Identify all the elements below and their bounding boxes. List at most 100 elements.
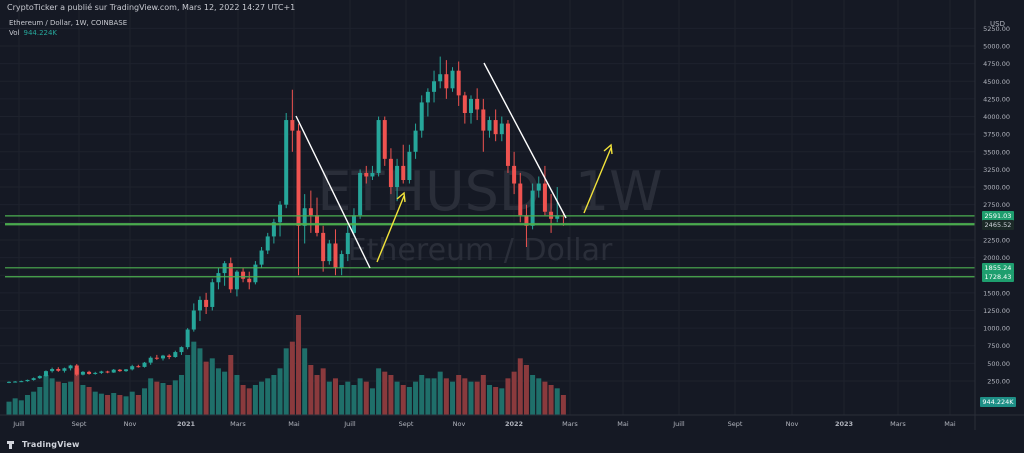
candle-body	[425, 91, 430, 103]
volume-bar	[431, 378, 437, 415]
time-tick-label: Mai	[288, 420, 300, 428]
candle-body	[345, 232, 350, 255]
arrowhead-1	[396, 191, 406, 203]
volume-bar	[166, 385, 172, 415]
candle-body	[542, 183, 547, 212]
volume-bar	[43, 375, 49, 415]
candle-body	[210, 282, 215, 307]
volume-bar	[117, 395, 123, 415]
volume-bar	[345, 381, 351, 415]
candle-body	[234, 271, 239, 290]
level-price-tag: 2465.52	[982, 219, 1014, 230]
arrow-up-1[interactable]	[376, 195, 405, 263]
candle-body	[382, 120, 387, 159]
candle-body	[74, 365, 79, 375]
price-tick-label: 1000.00	[983, 325, 1010, 333]
volume-bar	[222, 371, 228, 415]
candle-body	[308, 208, 313, 216]
candle-body	[302, 208, 307, 226]
time-tick-label: Nov	[124, 420, 137, 428]
candle-body	[505, 123, 510, 166]
volume-bar	[369, 388, 375, 415]
candle-body	[290, 120, 295, 131]
tradingview-logo[interactable]: TradingView	[7, 440, 80, 449]
volume-bar	[178, 375, 184, 415]
volume-bar	[123, 396, 129, 415]
volume-bar	[320, 368, 326, 415]
candle-body	[444, 74, 449, 89]
volume-bar	[61, 383, 67, 415]
volume-legend[interactable]: Vol 944.224K	[9, 29, 57, 37]
trend-line-2[interactable]	[483, 62, 567, 219]
candle-body	[241, 271, 246, 279]
candle-body	[185, 329, 190, 348]
level-price-tag: 1855.24	[982, 262, 1014, 273]
candle-body	[7, 381, 11, 383]
support-levels[interactable]	[5, 215, 975, 278]
arrow-up-2[interactable]	[583, 147, 612, 214]
volume-bar	[560, 395, 566, 415]
volume-bar	[499, 388, 505, 415]
volume-bar	[246, 388, 252, 415]
volume-bar	[413, 381, 419, 415]
volume-bar	[129, 391, 135, 415]
volume-bar	[406, 387, 412, 415]
candle-body	[376, 120, 381, 173]
volume-bar	[388, 375, 394, 415]
volume-bar	[191, 341, 197, 415]
volume-bar	[86, 387, 92, 415]
candle-body	[333, 243, 338, 269]
volume-bar	[394, 381, 400, 415]
volume-bar	[252, 385, 258, 415]
arrowhead-2	[603, 143, 613, 155]
time-tick-label: Mars	[890, 420, 906, 428]
volume-bar	[419, 375, 425, 415]
price-axis[interactable]: 5250.00 5000.00 4750.00 4500.00 4250.00 4000.…	[974, 0, 1010, 430]
time-tick-label: Sept	[72, 420, 87, 428]
volume-bar	[277, 368, 283, 415]
candle-body	[124, 369, 129, 372]
volume-bar	[425, 378, 431, 415]
time-tick-label: Mars	[230, 420, 246, 428]
volume-bar	[462, 378, 468, 415]
volume-bar	[24, 395, 30, 415]
currency-label[interactable]: USD	[990, 20, 1005, 28]
volume-bar	[450, 381, 456, 415]
volume-bar	[148, 378, 154, 415]
volume-bar	[505, 378, 511, 415]
volume-bar	[548, 385, 554, 415]
volume-bar	[302, 348, 308, 415]
time-tick-label: 2021	[177, 420, 196, 428]
candle-body	[321, 232, 326, 262]
candle-body	[68, 365, 73, 369]
price-tick-label: 3500.00	[983, 148, 1010, 156]
candle-body	[395, 165, 400, 188]
candle-body	[530, 190, 535, 226]
candle-body	[339, 254, 344, 269]
grid	[0, 0, 975, 415]
volume-bar	[283, 348, 289, 415]
candle-body	[284, 120, 289, 205]
drawings[interactable]	[295, 62, 613, 269]
candle-body	[197, 299, 202, 311]
candle-body	[167, 355, 172, 358]
candle-body	[358, 172, 363, 216]
time-tick-label: 2022	[505, 420, 523, 428]
volume-bar	[215, 368, 221, 415]
time-axis[interactable]: Juill Sept Nov 2021 Mars Mai Juill Sept Nov 2022 M…	[0, 414, 1024, 428]
candle-body	[142, 362, 147, 367]
trend-line-1[interactable]	[295, 115, 371, 269]
candle-body	[130, 366, 135, 370]
price-tick-label: 5250.00	[983, 25, 1010, 33]
watermark-symbol: ETHUSD, 1W	[317, 160, 662, 223]
volume-bar	[363, 381, 369, 415]
candle-body	[555, 215, 560, 219]
volume-bar	[542, 381, 548, 415]
symbol-legend[interactable]: Ethereum / Dollar, 1W, COINBASE	[9, 19, 128, 27]
volume-bar	[265, 378, 271, 415]
volume-bar	[240, 385, 246, 415]
volume-bar	[314, 375, 320, 415]
candle-body	[370, 172, 375, 177]
volume-bar	[493, 387, 499, 415]
